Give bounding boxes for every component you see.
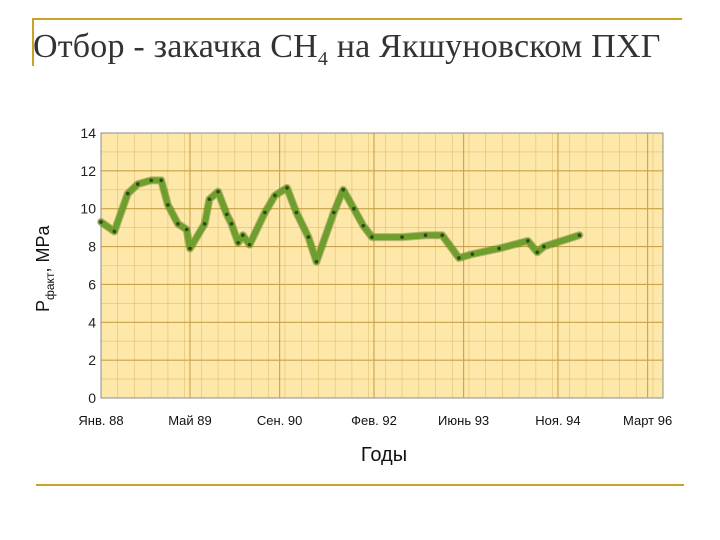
data-point: [470, 252, 475, 256]
data-point: [542, 244, 546, 249]
data-point: [176, 222, 180, 226]
data-point: [370, 235, 374, 239]
data-point: [400, 235, 404, 239]
y-tick-label: 4: [88, 314, 96, 330]
x-axis-ticks: Янв. 88 Май 89 Сен. 90 Фев. 92 Июнь 93 Ноя. 9…: [78, 413, 672, 428]
data-point: [285, 186, 289, 190]
y-tick-label: 2: [88, 352, 96, 368]
data-point: [125, 191, 130, 196]
data-point: [236, 240, 240, 245]
data-point: [247, 242, 252, 247]
x-tick-label: Янв. 88: [78, 413, 123, 428]
x-tick-label: Сен. 90: [257, 413, 302, 428]
data-point: [497, 246, 501, 251]
title-formula: CH4: [270, 28, 328, 70]
y-tick-label: 10: [80, 201, 96, 217]
y-tick-label: 14: [80, 125, 96, 141]
title-formula-subscript: 4: [317, 47, 329, 70]
data-point: [229, 222, 234, 226]
data-point: [526, 239, 530, 243]
title-prefix: Отбор - закачка: [33, 28, 271, 65]
y-axis-label-unit: , MPa: [33, 225, 53, 273]
data-point: [216, 189, 220, 194]
series-layer: [97, 176, 584, 266]
x-tick-label: Фев. 92: [351, 413, 397, 428]
x-tick-label: Май 89: [168, 413, 212, 428]
x-tick-label: Июнь 93: [438, 413, 489, 428]
data-point: [352, 206, 356, 211]
data-point: [263, 210, 267, 215]
data-point: [440, 233, 445, 238]
y-tick-label: 8: [88, 239, 96, 255]
data-point: [341, 187, 345, 192]
data-point: [361, 223, 366, 228]
x-axis-label: Годы: [361, 444, 407, 466]
data-point: [294, 210, 299, 215]
data-point: [149, 178, 153, 183]
title-suffix: на Якшуновском ПХГ: [328, 28, 661, 65]
data-point: [577, 233, 582, 238]
y-tick-label: 0: [88, 390, 96, 406]
data-point: [273, 193, 277, 198]
y-axis-label-base: P: [33, 300, 53, 312]
x-tick-label: Март 96: [623, 413, 672, 428]
title-formula-base: CH: [270, 28, 318, 65]
data-point: [224, 212, 229, 217]
grid-lines: [101, 133, 663, 398]
footer-rule: [36, 484, 684, 486]
title-rule-top: [32, 18, 682, 20]
title-rule-left: [32, 18, 34, 66]
data-point: [188, 246, 192, 251]
data-point: [306, 235, 311, 239]
data-point: [207, 197, 212, 202]
y-axis-label: Pфакт, MPa: [33, 225, 57, 312]
x-tick-label: Ноя. 94: [535, 413, 580, 428]
data-point: [112, 229, 117, 234]
data-point: [202, 222, 207, 226]
data-point: [423, 233, 428, 238]
y-axis-label-subscript: факт: [43, 272, 57, 300]
data-point: [457, 256, 461, 260]
y-axis-ticks: 0 2 4 6 8 10 12 14: [80, 125, 96, 406]
data-point: [314, 259, 319, 264]
data-point: [159, 178, 164, 183]
y-tick-label: 6: [88, 276, 96, 292]
data-point: [184, 227, 189, 232]
data-point: [241, 233, 245, 238]
data-point: [535, 250, 540, 255]
data-point: [135, 182, 140, 186]
data-point: [99, 220, 103, 224]
y-tick-label: 12: [80, 163, 96, 179]
data-point: [332, 210, 336, 215]
data-point: [166, 203, 170, 207]
slide-title: Отбор - закачка CH4 на Якшуновском ПХГ: [33, 28, 661, 71]
